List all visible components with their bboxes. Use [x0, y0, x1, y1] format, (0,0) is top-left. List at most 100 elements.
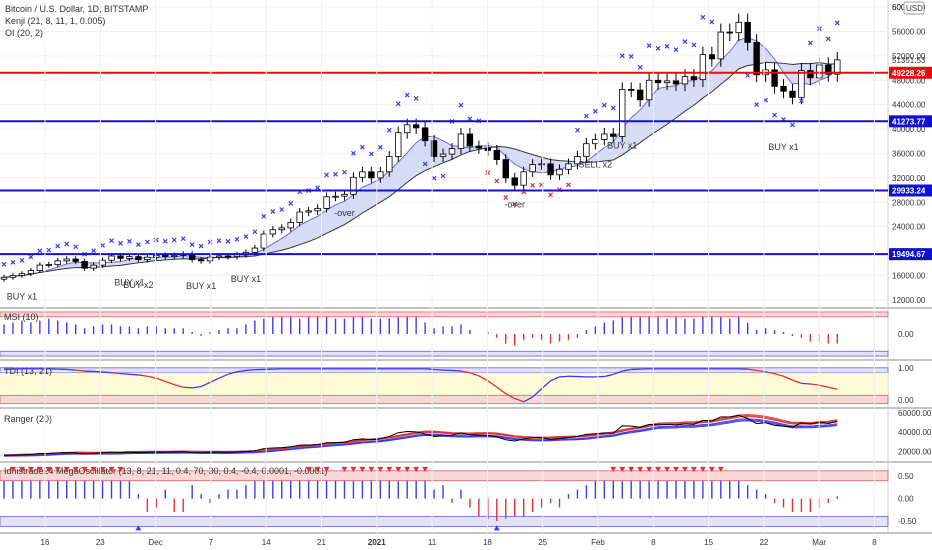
candle-body[interactable] [421, 127, 429, 142]
candle-body[interactable] [63, 258, 70, 262]
candle[interactable] [27, 268, 35, 277]
candle[interactable] [556, 164, 563, 180]
candle-body[interactable] [72, 258, 79, 262]
candle[interactable] [645, 72, 653, 107]
candle-body[interactable] [287, 222, 294, 229]
candle[interactable] [395, 126, 402, 162]
price-pane[interactable]: 12000.0016000.0020000.0024000.0028000.00… [0, 0, 932, 309]
candle[interactable] [63, 256, 70, 264]
candle-body[interactable] [36, 264, 44, 272]
candle-body[interactable] [672, 80, 680, 85]
candle-body[interactable] [663, 80, 671, 84]
candle-body[interactable] [780, 85, 787, 92]
candle-body[interactable] [592, 139, 599, 145]
candle[interactable] [45, 261, 52, 268]
candle[interactable] [547, 158, 554, 180]
candle-body[interactable] [27, 270, 35, 275]
candle[interactable] [188, 251, 196, 263]
candle[interactable] [717, 23, 724, 67]
candle[interactable] [99, 257, 106, 268]
candle-body[interactable] [18, 273, 26, 276]
candle-body[interactable] [681, 76, 689, 85]
candle-body[interactable] [323, 196, 330, 209]
candle-body[interactable] [771, 69, 778, 87]
candle[interactable] [798, 62, 805, 105]
candle-body[interactable] [699, 54, 707, 81]
candle[interactable] [287, 218, 294, 232]
candle-body[interactable] [251, 247, 259, 253]
candle[interactable] [601, 127, 608, 146]
candle-body[interactable] [520, 171, 527, 186]
candle[interactable] [314, 204, 321, 215]
candle[interactable] [296, 208, 303, 227]
candle-body[interactable] [341, 193, 348, 197]
candle-body[interactable] [475, 145, 483, 149]
candle[interactable] [36, 262, 44, 274]
candle[interactable] [520, 166, 527, 190]
candle-body[interactable] [386, 156, 393, 173]
candle[interactable] [708, 46, 716, 67]
candle[interactable] [780, 79, 787, 99]
candle[interactable] [421, 121, 429, 147]
candle[interactable] [735, 13, 742, 42]
candle[interactable] [144, 254, 151, 263]
candle-body[interactable] [395, 132, 402, 157]
candle-body[interactable] [412, 124, 420, 129]
candle-body[interactable] [314, 207, 321, 212]
indicator-kenji-label[interactable]: Kenji (21, 8, 11, 1, 0.005) [5, 16, 105, 26]
candle-body[interactable] [448, 148, 456, 155]
indicator-oi-label[interactable]: OI (20, 2) [5, 28, 43, 38]
candle[interactable] [332, 191, 339, 202]
currency-badge[interactable] [903, 1, 925, 15]
candle-body[interactable] [690, 76, 698, 81]
candle[interactable] [825, 57, 832, 82]
candle[interactable] [628, 82, 635, 98]
candle[interactable] [636, 82, 644, 107]
candle-body[interactable] [619, 89, 626, 137]
candle-body[interactable] [368, 171, 375, 179]
candle[interactable] [323, 192, 330, 213]
candle-body[interactable] [439, 153, 447, 157]
candle[interactable] [493, 144, 500, 165]
candle-body[interactable] [556, 168, 563, 176]
candle[interactable] [368, 166, 375, 183]
candle-body[interactable] [708, 54, 716, 60]
candle[interactable] [565, 158, 572, 175]
candle-body[interactable] [99, 259, 106, 266]
candle-body[interactable] [547, 163, 554, 176]
candle-body[interactable] [54, 260, 61, 265]
candle-body[interactable] [377, 171, 384, 179]
candle[interactable] [90, 262, 97, 271]
candle-body[interactable] [538, 163, 545, 166]
candle[interactable] [377, 166, 384, 183]
candle[interactable] [592, 133, 599, 150]
candle-body[interactable] [502, 159, 509, 179]
candle[interactable] [430, 134, 438, 162]
candle[interactable] [54, 258, 61, 268]
pane-title[interactable]: MSI (10) [4, 312, 39, 322]
candle-body[interactable] [0, 276, 8, 280]
candle-body[interactable] [224, 255, 232, 258]
candle[interactable] [619, 82, 626, 143]
currency-label[interactable]: USD [906, 4, 923, 13]
candle-body[interactable] [654, 79, 662, 84]
candle[interactable] [278, 224, 285, 234]
candle[interactable] [72, 256, 79, 265]
candle-body[interactable] [45, 264, 52, 266]
candle-body[interactable] [583, 143, 590, 157]
candle-body[interactable] [269, 229, 276, 235]
candle-body[interactable] [753, 42, 760, 76]
candle[interactable] [771, 62, 778, 94]
candle[interactable] [744, 13, 751, 51]
tdi-pane[interactable]: 1.00 0.00 TDI (13, 21) [0, 360, 932, 409]
candle[interactable] [475, 140, 483, 154]
candle-body[interactable] [457, 133, 465, 149]
candle-body[interactable] [466, 133, 474, 147]
candle[interactable] [502, 154, 509, 183]
candle-body[interactable] [126, 256, 133, 259]
candle-body[interactable] [789, 90, 796, 98]
pane-title[interactable]: Idnistrade24 MegaOscillator (13, 8, 21, … [4, 466, 328, 476]
candle-body[interactable] [726, 31, 733, 34]
candle[interactable] [81, 258, 88, 271]
